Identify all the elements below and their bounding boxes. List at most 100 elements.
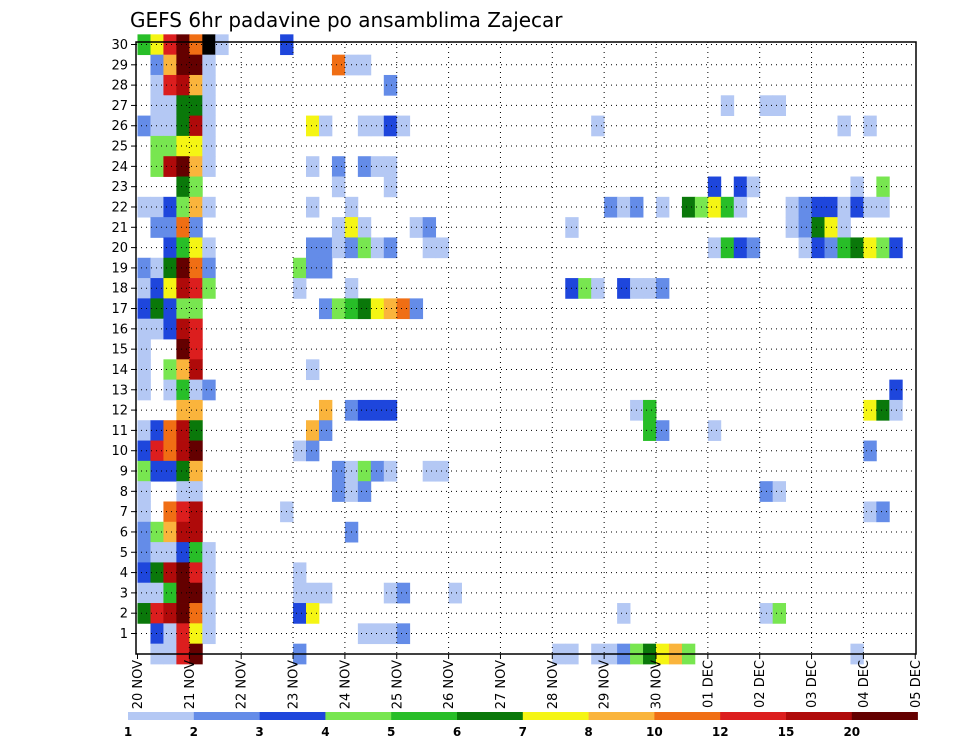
- y-tick-label: 12: [111, 404, 128, 419]
- y-tick-label: 22: [111, 200, 128, 215]
- heatmap-cell: [656, 420, 670, 441]
- heatmap-cell: [176, 196, 190, 218]
- heatmap-cell: [331, 237, 346, 259]
- heatmap-cell: [357, 54, 372, 76]
- heatmap-cell: [591, 278, 605, 299]
- x-tick-label: 05 DEC: [909, 660, 924, 708]
- heatmap-cell: [785, 196, 799, 218]
- heatmap-cell: [357, 460, 372, 482]
- heatmap-cell: [707, 237, 722, 259]
- heatmap-cell: [176, 460, 190, 482]
- heatmap-cell: [176, 318, 190, 340]
- heatmap-cell: [163, 521, 177, 543]
- heatmap-cell: [176, 278, 190, 299]
- heatmap-cell: [150, 298, 164, 320]
- heatmap-cell: [876, 196, 890, 218]
- y-tick-label: 26: [111, 119, 128, 134]
- heatmap-cell: [306, 257, 320, 279]
- heatmap-cell: [150, 196, 164, 218]
- colorbar-label: 15: [778, 725, 795, 739]
- heatmap-cell: [163, 217, 177, 238]
- heatmap-cell: [163, 562, 177, 584]
- heatmap-cell: [306, 603, 320, 624]
- heatmap-cell: [150, 217, 164, 238]
- heatmap-cell: [176, 115, 190, 137]
- heatmap-cell: [318, 399, 333, 421]
- heatmap-cell: [383, 156, 398, 177]
- heatmap-cell: [137, 521, 151, 543]
- heatmap-cell: [163, 359, 177, 381]
- heatmap-cell: [837, 237, 851, 259]
- heatmap-cell: [772, 95, 787, 116]
- colorbar-label: 3: [255, 725, 263, 739]
- heatmap-cell: [643, 420, 657, 441]
- heatmap-cell: [422, 460, 437, 482]
- heatmap-cell: [357, 237, 372, 259]
- heatmap-cell: [176, 542, 190, 563]
- heatmap-cell: [850, 237, 864, 259]
- x-tick-label: 29 NOV: [598, 660, 613, 709]
- heatmap-cell: [837, 217, 851, 238]
- colorbar-swatch: [128, 712, 195, 720]
- colorbar-swatch: [391, 712, 458, 720]
- heatmap-cell: [370, 237, 385, 259]
- heatmap-cell: [850, 176, 864, 198]
- heatmap-cell: [811, 237, 825, 259]
- x-tick-label: 23 NOV: [287, 660, 302, 709]
- heatmap-cell: [163, 115, 177, 137]
- heatmap-cell: [176, 623, 190, 645]
- heatmap-cell: [150, 623, 164, 645]
- heatmap-cell: [176, 399, 190, 421]
- heatmap-cell: [137, 257, 151, 279]
- heatmap-cell: [863, 501, 877, 523]
- heatmap-cell: [163, 603, 177, 624]
- heatmap-cell: [293, 603, 307, 624]
- y-tick-label: 10: [111, 444, 128, 459]
- heatmap-cell: [733, 196, 748, 218]
- heatmap-cell: [163, 135, 177, 157]
- y-tick-label: 20: [111, 241, 128, 256]
- heatmap-cell: [150, 582, 164, 604]
- heatmap-cell: [383, 623, 398, 645]
- heatmap-cell: [176, 501, 190, 523]
- y-tick-label: 4: [120, 566, 128, 581]
- colorbar-label: 6: [453, 725, 461, 739]
- heatmap-cell: [357, 623, 372, 645]
- heatmap-cell: [306, 237, 320, 259]
- y-tick-label: 5: [120, 546, 128, 561]
- x-tick-label: 03 DEC: [805, 660, 820, 708]
- heatmap-cell: [798, 237, 812, 259]
- heatmap-cell: [137, 115, 151, 137]
- y-tick-label: 11: [111, 424, 128, 439]
- y-tick-label: 23: [111, 180, 128, 195]
- heatmap-cell: [617, 196, 631, 218]
- heatmap-cell: [137, 359, 151, 381]
- heatmap-cell: [150, 603, 164, 624]
- heatmap-cell: [370, 460, 385, 482]
- heatmap-cell: [422, 237, 437, 259]
- heatmap-cell: [176, 582, 190, 604]
- heatmap-cell: [176, 135, 190, 157]
- heatmap-cell: [396, 115, 411, 137]
- heatmap-cell: [383, 298, 398, 320]
- heatmap-cell: [318, 115, 333, 137]
- heatmap-cell: [202, 135, 216, 157]
- heatmap-cell: [163, 440, 177, 462]
- heatmap-cell: [176, 420, 190, 441]
- y-tick-label: 19: [111, 261, 128, 276]
- heatmap-cell: [150, 542, 164, 563]
- heatmap-cell: [370, 623, 385, 645]
- heatmap-cell: [876, 176, 890, 198]
- heatmap-cell: [137, 440, 151, 462]
- heatmap-cell: [876, 237, 890, 259]
- heatmap-cell: [163, 74, 177, 96]
- x-tick-label: 04 DEC: [857, 660, 872, 708]
- heatmap-cell: [202, 74, 216, 96]
- heatmap-cell: [163, 196, 177, 218]
- heatmap-cell: [772, 603, 787, 624]
- heatmap-cell: [357, 298, 372, 320]
- heatmap-cell: [137, 339, 151, 360]
- heatmap-cell: [202, 34, 216, 56]
- heatmap-cell: [370, 115, 385, 137]
